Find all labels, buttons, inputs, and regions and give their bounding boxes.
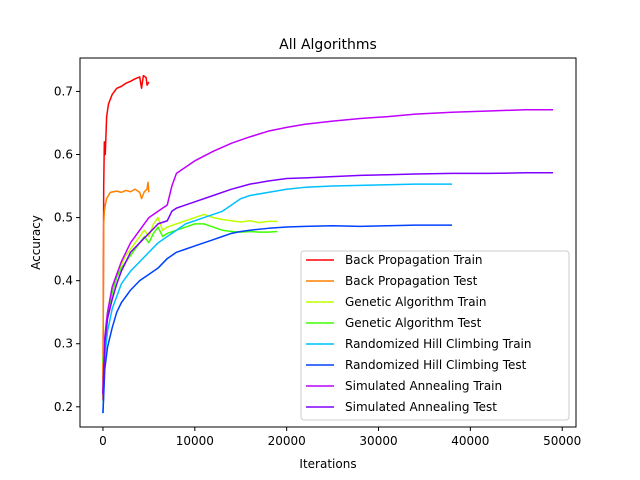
legend: Back Propagation Train Back Propagation T… (300, 250, 570, 421)
legend-label-4: Randomized Hill Climbing Train (345, 337, 532, 351)
legend-label-5: Randomized Hill Climbing Test (345, 358, 527, 372)
x-tick-label-4: 40000 (451, 434, 489, 448)
series-line-5 (102, 224, 452, 414)
x-tick-label-1: 10000 (176, 434, 214, 448)
y-axis: 0.2 0.3 0.4 0.5 0.6 0.7 (54, 84, 80, 414)
y-tick-label-5: 0.7 (54, 84, 73, 98)
x-tick-label-2: 20000 (268, 434, 306, 448)
y-tick-label-2: 0.4 (54, 274, 73, 288)
series-line-4 (102, 183, 452, 414)
legend-box (300, 250, 570, 421)
legend-items: Back Propagation Train Back Propagation T… (306, 253, 532, 414)
x-axis: 0 10000 20000 30000 40000 50000 (99, 427, 581, 448)
legend-label-3: Genetic Algorithm Test (345, 316, 482, 330)
x-tick-label-5: 50000 (543, 434, 581, 448)
y-axis-label: Accuracy (29, 215, 43, 270)
legend-label-2: Genetic Algorithm Train (345, 295, 487, 309)
series-layer (102, 74, 554, 414)
y-tick-label-3: 0.5 (54, 211, 73, 225)
legend-label-6: Simulated Annealing Train (345, 379, 502, 393)
y-tick-label-4: 0.6 (54, 148, 73, 162)
legend-label-7: Simulated Annealing Test (345, 400, 497, 414)
series-line-0 (102, 74, 150, 401)
y-tick-label-0: 0.2 (54, 400, 73, 414)
series-line-7 (102, 172, 554, 395)
x-tick-label-0: 0 (99, 434, 107, 448)
x-axis-label: Iterations (299, 457, 356, 471)
chart-title: All Algorithms (279, 37, 377, 53)
plot-area-frame (79, 57, 577, 428)
y-tick-label-1: 0.3 (54, 337, 73, 351)
legend-label-0: Back Propagation Train (345, 253, 483, 267)
x-tick-label-3: 30000 (359, 434, 397, 448)
series-line-6 (102, 108, 554, 395)
series-line-1 (102, 181, 150, 382)
legend-label-1: Back Propagation Test (345, 274, 478, 288)
